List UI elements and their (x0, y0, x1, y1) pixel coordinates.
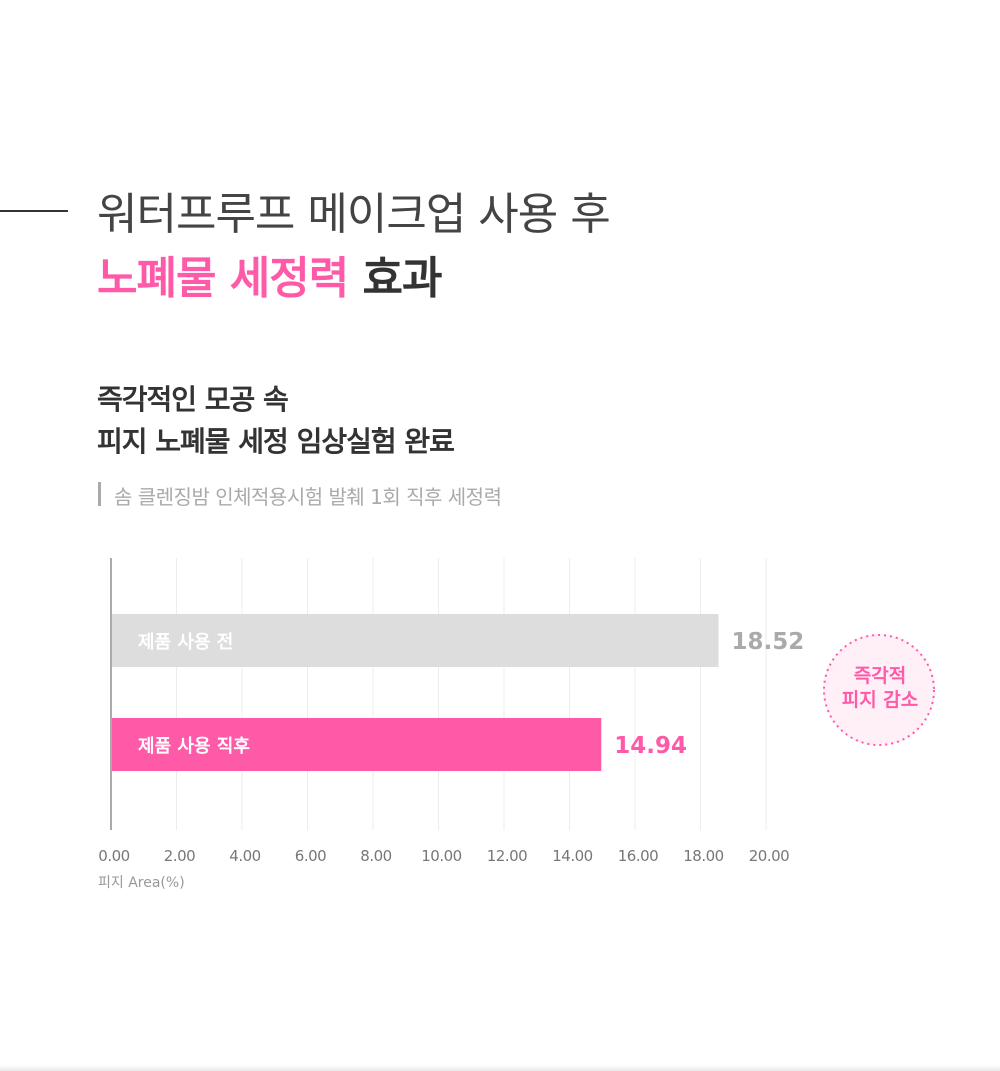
subheading-line-1: 즉각적인 모공 속 (97, 383, 289, 416)
x-tick-label: 10.00 (421, 847, 461, 865)
heading-rest: 효과 (362, 253, 443, 304)
heading-highlight: 노폐물 세정력 (97, 253, 349, 304)
x-tick-label: 6.00 (295, 847, 326, 865)
bottom-divider (0, 1065, 1000, 1071)
badge-text: 즉각적 피지 감소 (820, 664, 940, 712)
x-tick-label: 4.00 (229, 847, 260, 865)
x-tick-label: 8.00 (360, 847, 391, 865)
badge-dotted-border (823, 634, 935, 746)
badge-circle (823, 634, 935, 746)
bar-category-label: 제품 사용 전 (138, 632, 233, 653)
badge-line-1: 즉각적 (853, 665, 907, 687)
x-tick-label: 16.00 (618, 847, 658, 865)
subheading-line-2: 피지 노폐물 세정 임상실험 완료 (97, 425, 455, 458)
bar-category-label: 제품 사용 직후 (138, 736, 250, 757)
bar (112, 614, 719, 667)
x-axis-label: 피지 Area(%) (98, 875, 185, 891)
x-tick-label: 0.00 (98, 847, 129, 865)
heading-line-2: 노폐물 세정력 효과 (97, 242, 442, 306)
caption-bar (98, 482, 101, 506)
x-tick-label: 14.00 (552, 847, 592, 865)
caption: 솜 클렌징밤 인체적용시험 발췌 1회 직후 세정력 (114, 485, 502, 509)
heading-rule (0, 210, 68, 212)
x-tick-label: 12.00 (487, 847, 527, 865)
bar (112, 718, 602, 771)
bar-value-label: 14.94 (614, 733, 687, 759)
x-tick-label: 18.00 (683, 847, 723, 865)
x-tick-label: 2.00 (164, 847, 195, 865)
badge-line-2: 피지 감소 (841, 689, 919, 711)
heading-line-1: 워터프루프 메이크업 사용 후 (97, 189, 611, 240)
x-tick-label: 20.00 (749, 847, 789, 865)
bar-value-label: 18.52 (732, 629, 805, 655)
